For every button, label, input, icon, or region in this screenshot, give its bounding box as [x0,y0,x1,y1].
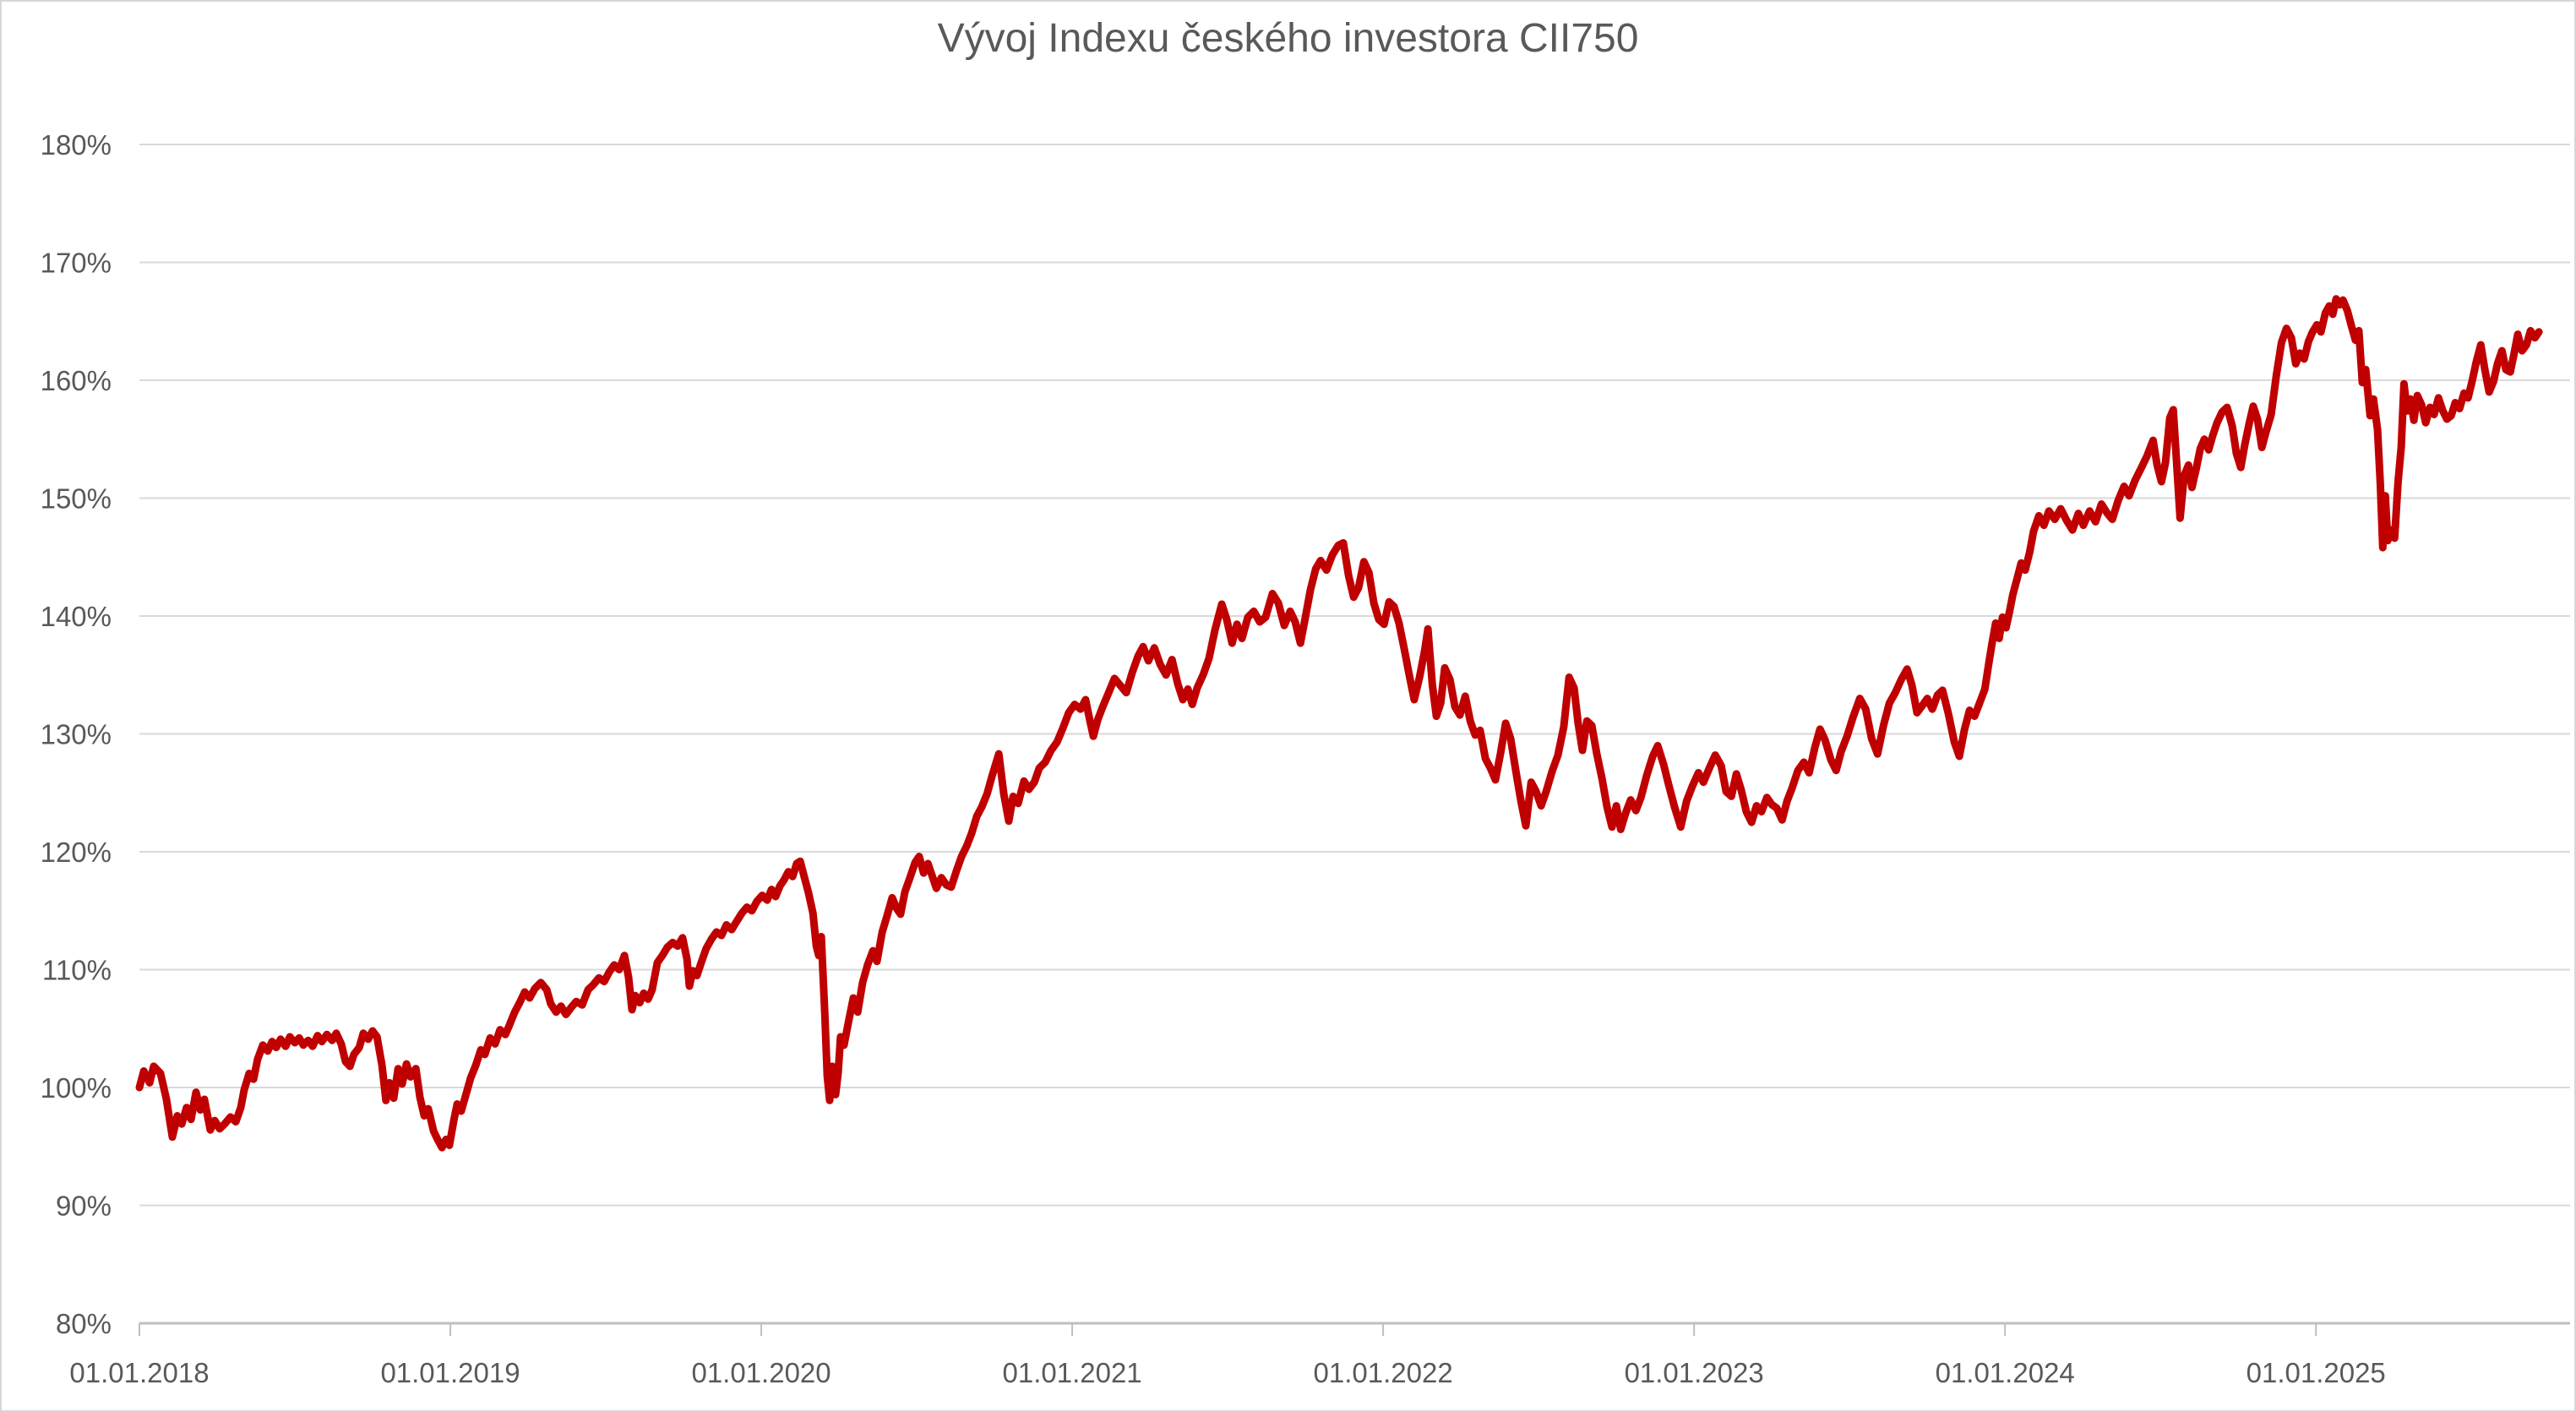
data-series-line [135,295,2543,1152]
x-tick-label: 01.01.2018 [69,1357,209,1388]
y-tick-label: 180% [41,129,112,161]
y-tick-label: 150% [41,483,112,515]
y-tick-label: 130% [41,719,112,750]
y-tick-label: 160% [41,365,112,396]
x-tick-label: 01.01.2022 [1314,1357,1453,1388]
y-tick-label: 140% [41,601,112,632]
y-tick-label: 80% [56,1308,112,1339]
chart-title: Vývoj Indexu českého investora CII750 [937,16,1639,61]
x-tick-label: 01.01.2019 [380,1357,520,1388]
y-tick-label: 170% [41,248,112,279]
x-tick-label: 01.01.2025 [2247,1357,2386,1388]
y-tick-label: 100% [41,1072,112,1104]
x-tick-label: 01.01.2024 [1936,1357,2075,1388]
x-axis [139,1322,2570,1336]
y-axis-labels: 80% 90% 100% 110% 120% 130% 140% 150% 160% 170% 18… [41,129,112,1339]
gridlines [139,144,2570,1207]
y-tick-label: 90% [56,1191,112,1222]
series-CII750 [135,295,2543,1152]
y-tick-label: 110% [42,955,112,986]
y-tick-label: 120% [41,837,112,868]
x-tick-label: 01.01.2020 [691,1357,831,1388]
x-axis-labels: 01.01.2018 01.01.2019 01.01.2020 01.01.2021… [69,1357,2385,1388]
x-tick-label: 01.01.2023 [1625,1357,1764,1388]
x-tick-label: 01.01.2021 [1003,1357,1142,1388]
